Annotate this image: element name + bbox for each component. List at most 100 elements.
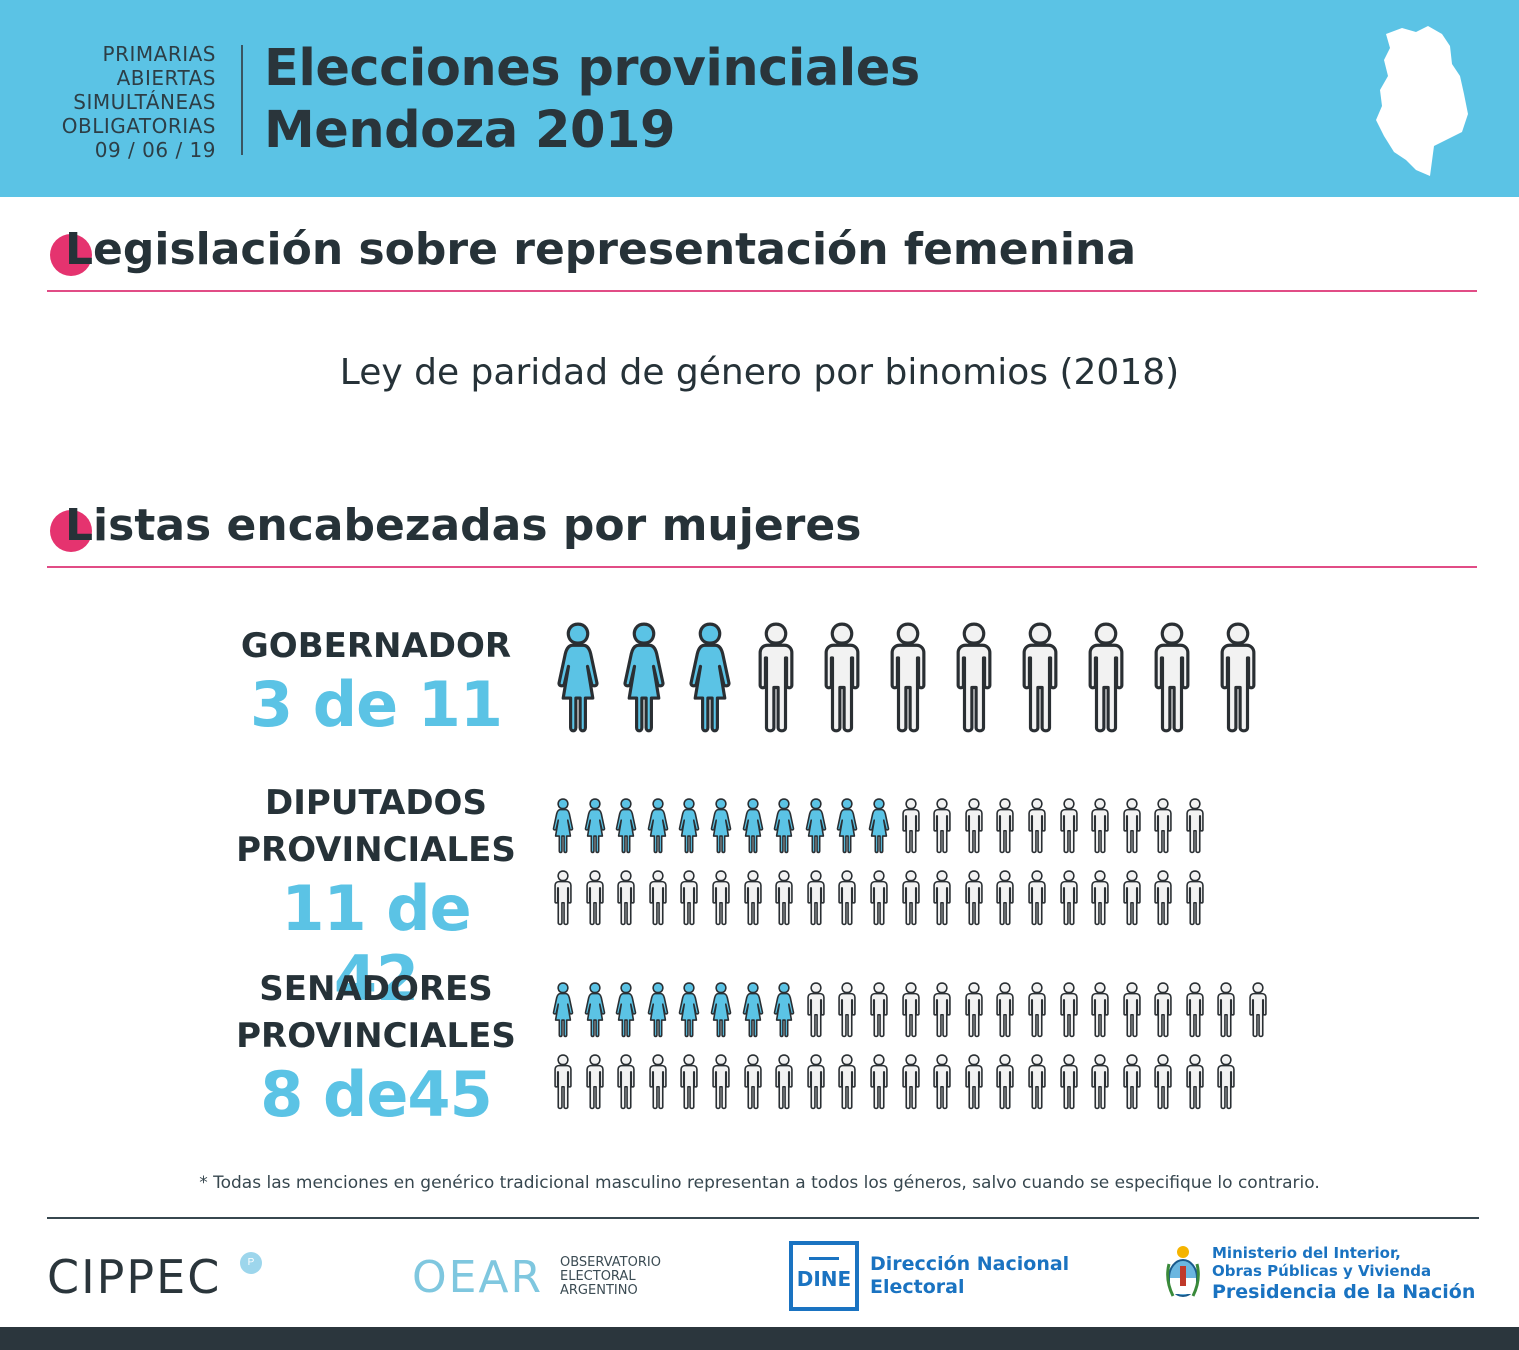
woman-figure-shape [773,982,795,1038]
man-figure-icon [933,870,951,926]
row-name: DIPUTADOS [265,783,487,823]
woman-figure-shape [805,798,827,854]
dine-logo: DINE [789,1241,859,1311]
man-figure-icon [1186,1054,1204,1110]
man-figure-shape [1154,870,1172,926]
section-title-legislacion: Legislación sobre representación femenin… [47,222,1477,278]
woman-figure-shape [623,622,665,733]
man-figure-icon [807,1054,825,1110]
man-figure-shape [680,870,699,926]
woman-figure-icon [689,622,731,733]
man-figure-icon [554,1054,572,1110]
woman-figure-shape [552,982,574,1038]
man-figure-shape [1220,622,1256,733]
man-figure-icon [758,622,794,733]
woman-figure-shape [679,798,700,854]
section-rule [47,566,1477,568]
cippec-badge-icon: P [240,1252,262,1274]
man-figure-shape [1154,798,1172,854]
bottom-bar [0,1327,1519,1350]
man-figure-shape [933,798,951,854]
man-figure-icon [1059,982,1078,1038]
woman-figure-shape [647,798,669,854]
woman-figure-shape [615,982,637,1038]
row-name: PROVINCIALES [236,1016,516,1056]
woman-figure-icon [679,982,700,1038]
woman-figure-shape [742,798,763,854]
row-label-diputados: DIPUTADOS PROVINCIALES 11 de 42 [236,780,516,1014]
title-line-2: Mendoza 2019 [264,101,675,160]
man-figure-shape [901,982,920,1038]
man-figure-icon [1122,982,1141,1038]
oear-sub-line: ARGENTINO [560,1283,638,1298]
man-figure-icon [1022,622,1058,733]
footnote: * Todas las menciones en genérico tradic… [199,1173,1320,1193]
man-figure-shape [838,982,857,1038]
pictogram-gobernador [549,622,1267,734]
woman-figure-shape [552,798,574,854]
oear-sub-line: OBSERVATORIO [560,1255,661,1270]
man-figure-icon [1028,1054,1046,1110]
section-bullet [50,510,92,552]
man-figure-icon [996,870,1015,926]
man-figure-icon [1249,982,1267,1038]
woman-figure-icon [773,798,795,854]
man-figure-icon [649,1054,667,1110]
pictogram-line [549,870,1209,926]
man-figure-shape [965,870,983,926]
woman-figure-shape [837,798,858,854]
woman-figure-shape [615,798,637,854]
dine-logo-bar [809,1257,839,1260]
row-label-senadores: SENADORES PROVINCIALES 8 de45 [236,966,516,1130]
man-figure-icon [890,622,926,733]
man-figure-icon [585,870,604,926]
man-figure-icon [901,982,920,1038]
man-figure-shape [956,622,992,733]
man-figure-icon [1186,798,1204,854]
mendoza-map-icon [1376,26,1468,176]
man-figure-shape [554,1054,572,1110]
woman-figure-shape [647,982,669,1038]
man-figure-icon [1088,622,1124,733]
man-figure-icon [1154,622,1190,733]
man-figure-icon [1122,870,1141,926]
man-figure-icon [1154,870,1172,926]
paso-line: PRIMARIAS [102,42,216,66]
paso-label: PRIMARIAS ABIERTAS SIMULTÁNEAS OBLIGATOR… [62,42,216,162]
man-figure-shape [1028,1054,1046,1110]
man-figure-icon [680,1054,699,1110]
man-figure-icon [585,1054,604,1110]
pictogram-line [549,798,1209,854]
cippec-logo: CIPPEC [47,1250,222,1304]
man-figure-shape [1154,1054,1172,1110]
man-figure-icon [1059,1054,1078,1110]
dine-name-line: Dirección Nacional [870,1253,1070,1275]
section-rule [47,290,1477,292]
man-figure-icon [712,1054,730,1110]
row-count: 11 de 42 [281,872,471,1015]
man-figure-shape [996,982,1015,1038]
man-figure-shape [901,798,920,854]
row-label-gobernador: GOBERNADOR 3 de 11 [236,623,516,740]
section-title-listas: Listas encabezadas por mujeres [47,498,1477,554]
woman-figure-icon [837,798,858,854]
header-banner: PRIMARIAS ABIERTAS SIMULTÁNEAS OBLIGATOR… [0,0,1519,197]
man-figure-shape [617,870,635,926]
section-initial: L [65,500,94,551]
header-divider [241,45,243,155]
man-figure-shape [1154,622,1190,733]
man-figure-icon [901,870,920,926]
man-figure-shape [649,1054,667,1110]
coat-of-arms-icon [1166,1246,1200,1297]
row-name: PROVINCIALES [236,830,516,870]
man-figure-shape [1186,982,1204,1038]
page-title: Elecciones provinciales Mendoza 2019 [264,38,920,162]
woman-figure-icon [742,798,763,854]
woman-figure-shape [584,798,605,854]
man-figure-icon [617,870,635,926]
man-figure-shape [1059,1054,1078,1110]
paso-line: ABIERTAS [116,66,216,90]
woman-figure-icon [647,982,669,1038]
man-figure-shape [1122,1054,1141,1110]
man-figure-shape [965,982,983,1038]
